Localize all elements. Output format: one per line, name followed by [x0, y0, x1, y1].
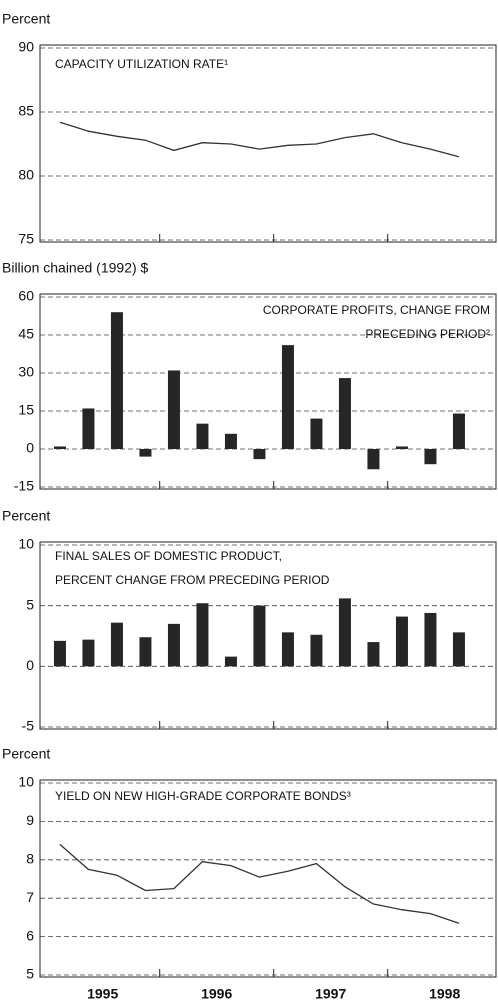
bar: [281, 345, 294, 449]
bar: [452, 413, 465, 449]
plot-frame: [39, 44, 497, 243]
x-tick-label: 1995: [87, 986, 118, 1002]
bar: [253, 605, 266, 667]
y-tick-label: 30: [18, 364, 34, 380]
y-tick-label: 8: [26, 851, 34, 867]
x-tick-label: 1997: [315, 986, 346, 1002]
y-tick-label: 15: [18, 402, 34, 418]
bar: [139, 637, 152, 667]
plot-frame: [39, 541, 497, 730]
bar: [310, 634, 323, 667]
bar: [224, 433, 237, 449]
chart-title: PERCENT CHANGE FROM PRECEDING PERIOD: [55, 573, 330, 587]
bar: [281, 632, 294, 667]
y-tick-label: 10: [18, 774, 34, 790]
bar: [395, 446, 408, 449]
bar: [167, 370, 180, 449]
y-axis-label: Percent: [2, 746, 50, 762]
chart-title: CORPORATE PROFITS, CHANGE FROM: [263, 303, 490, 317]
y-tick-label: 5: [26, 596, 34, 612]
y-tick-label: -15: [14, 478, 34, 494]
y-tick-label: 9: [26, 812, 34, 828]
bar: [367, 642, 380, 667]
y-axis-label: Percent: [2, 11, 50, 27]
chart-title: CAPACITY UTILIZATION RATE¹: [55, 57, 228, 71]
y-tick-label: 80: [18, 167, 34, 183]
bar: [139, 449, 152, 457]
bar: [196, 423, 209, 449]
bar: [167, 623, 180, 667]
y-tick-label: 45: [18, 326, 34, 342]
bar: [310, 418, 323, 449]
line: [59, 121, 460, 158]
y-axis-label: Billion chained (1992) $: [2, 260, 149, 276]
y-tick-label: 60: [18, 288, 34, 304]
plot-frame: [39, 779, 497, 978]
bar: [110, 622, 123, 667]
chart-title: FINAL SALES OF DOMESTIC PRODUCT,: [55, 549, 282, 563]
y-tick-label: 10: [18, 536, 34, 552]
y-tick-label: 90: [18, 39, 34, 55]
bar: [424, 612, 437, 667]
bar: [196, 603, 209, 667]
chart-title: PRECEDING PERIOD²: [365, 327, 490, 341]
y-tick-label: -5: [22, 718, 35, 734]
y-axis-label: Percent: [2, 508, 50, 524]
chart-title: YIELD ON NEW HIGH-GRADE CORPORATE BONDS³: [55, 789, 351, 803]
bar: [338, 378, 351, 449]
bar: [110, 312, 123, 449]
bar: [452, 632, 465, 667]
line: [59, 843, 460, 924]
y-tick-label: 0: [26, 657, 34, 673]
y-tick-label: 7: [26, 889, 34, 905]
plot-frame: [39, 293, 497, 490]
bar: [338, 598, 351, 667]
y-tick-label: 5: [26, 966, 34, 982]
bar: [53, 446, 66, 449]
x-tick-label: 1998: [429, 986, 460, 1002]
bar: [53, 640, 66, 667]
bar: [224, 656, 237, 667]
bar: [367, 449, 380, 470]
y-tick-label: 0: [26, 440, 34, 456]
y-tick-label: 6: [26, 927, 34, 943]
bar: [82, 639, 95, 667]
bar: [253, 449, 266, 460]
y-tick-label: 75: [18, 231, 34, 247]
bar: [395, 616, 408, 667]
x-tick-label: 1996: [201, 986, 232, 1002]
bar: [424, 449, 437, 465]
bar: [82, 408, 95, 449]
y-tick-label: 85: [18, 103, 34, 119]
